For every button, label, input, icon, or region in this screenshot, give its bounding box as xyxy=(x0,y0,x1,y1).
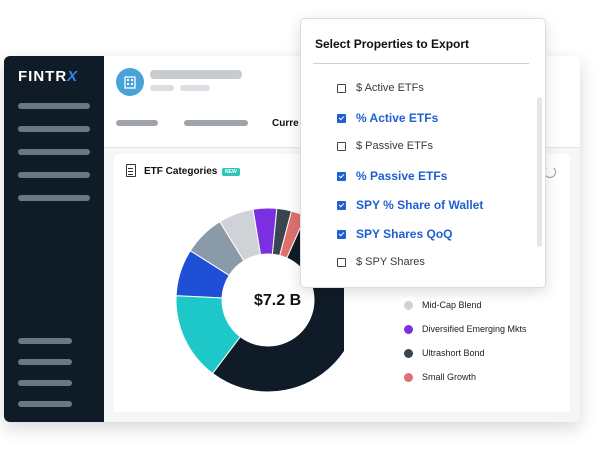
legend-label: Mid-Cap Blend xyxy=(422,300,482,310)
export-option[interactable]: $ SPY Shares xyxy=(337,256,425,268)
donut-slice-8[interactable] xyxy=(279,210,307,259)
checkbox-checked[interactable] xyxy=(337,200,346,210)
legend-item: Mid-Cap Blend xyxy=(404,300,482,310)
legend-label: Small Growth xyxy=(422,372,477,382)
sidebar: FINTRX xyxy=(4,56,104,422)
export-option[interactable]: SPY Shares QoQ xyxy=(337,227,453,241)
fintrx-logo[interactable]: FINTRX xyxy=(18,68,78,85)
tab-2[interactable] xyxy=(184,120,248,126)
dropdown-scrollbar[interactable] xyxy=(537,97,542,247)
checkbox-checked[interactable] xyxy=(337,113,346,123)
export-option-label: $ Active ETFs xyxy=(356,82,424,94)
export-option-label: $ SPY Shares xyxy=(356,256,425,268)
export-option-label: $ Passive ETFs xyxy=(356,140,434,152)
export-option-label: % Active ETFs xyxy=(356,111,439,125)
checkbox-unchecked[interactable] xyxy=(337,257,346,267)
sidebar-item-7[interactable] xyxy=(18,359,72,365)
sidebar-item-5[interactable] xyxy=(18,195,90,201)
export-option[interactable]: % Passive ETFs xyxy=(337,169,447,183)
sidebar-item-6[interactable] xyxy=(18,338,72,344)
legend-swatch xyxy=(404,300,413,310)
logo-text: FINTR xyxy=(18,68,68,85)
legend-label: Ultrashort Bond xyxy=(422,348,485,358)
export-option-label: SPY % Share of Wallet xyxy=(356,198,484,212)
company-meta-placeholder-2 xyxy=(180,85,210,91)
legend-item: Small Growth xyxy=(404,372,476,382)
export-option-label: SPY Shares QoQ xyxy=(356,227,453,241)
legend-item: Ultrashort Bond xyxy=(404,348,485,358)
export-option[interactable]: $ Active ETFs xyxy=(337,82,424,94)
sidebar-item-9[interactable] xyxy=(18,401,72,407)
document-icon xyxy=(126,164,136,177)
logo-accent: X xyxy=(67,68,79,85)
export-option[interactable]: SPY % Share of Wallet xyxy=(337,198,483,212)
export-properties-dropdown: Select Properties to Export $ Active ETF… xyxy=(300,18,546,288)
legend-swatch xyxy=(404,324,413,334)
donut-center-value: $7.2 B xyxy=(254,292,302,309)
legend-label: Diversified Emerging Mkts xyxy=(422,324,527,334)
checkbox-unchecked[interactable] xyxy=(337,83,346,93)
export-option[interactable]: % Active ETFs xyxy=(337,111,438,125)
building-icon xyxy=(116,68,144,96)
legend-item: Diversified Emerging Mkts xyxy=(404,324,527,334)
sidebar-item-3[interactable] xyxy=(18,149,90,155)
sidebar-item-2[interactable] xyxy=(18,126,90,132)
panel-title: ETF Categories xyxy=(144,166,218,177)
export-option[interactable]: $ Passive ETFs xyxy=(337,140,433,152)
checkbox-checked[interactable] xyxy=(337,229,346,239)
tab-1[interactable] xyxy=(116,120,158,126)
sidebar-item-4[interactable] xyxy=(18,172,90,178)
dropdown-divider xyxy=(313,63,529,64)
company-meta-placeholder-1 xyxy=(150,85,174,91)
tab-current[interactable]: Curre xyxy=(272,118,299,129)
checkbox-checked[interactable] xyxy=(337,171,346,181)
new-badge: NEW xyxy=(222,168,240,176)
sidebar-item-1[interactable] xyxy=(18,103,90,109)
checkbox-unchecked[interactable] xyxy=(337,141,346,151)
sidebar-item-8[interactable] xyxy=(18,380,72,386)
legend-swatch xyxy=(404,372,413,382)
legend-swatch xyxy=(404,348,413,358)
company-name-placeholder xyxy=(150,70,242,79)
dropdown-title: Select Properties to Export xyxy=(315,37,470,51)
export-option-label: % Passive ETFs xyxy=(356,169,448,183)
